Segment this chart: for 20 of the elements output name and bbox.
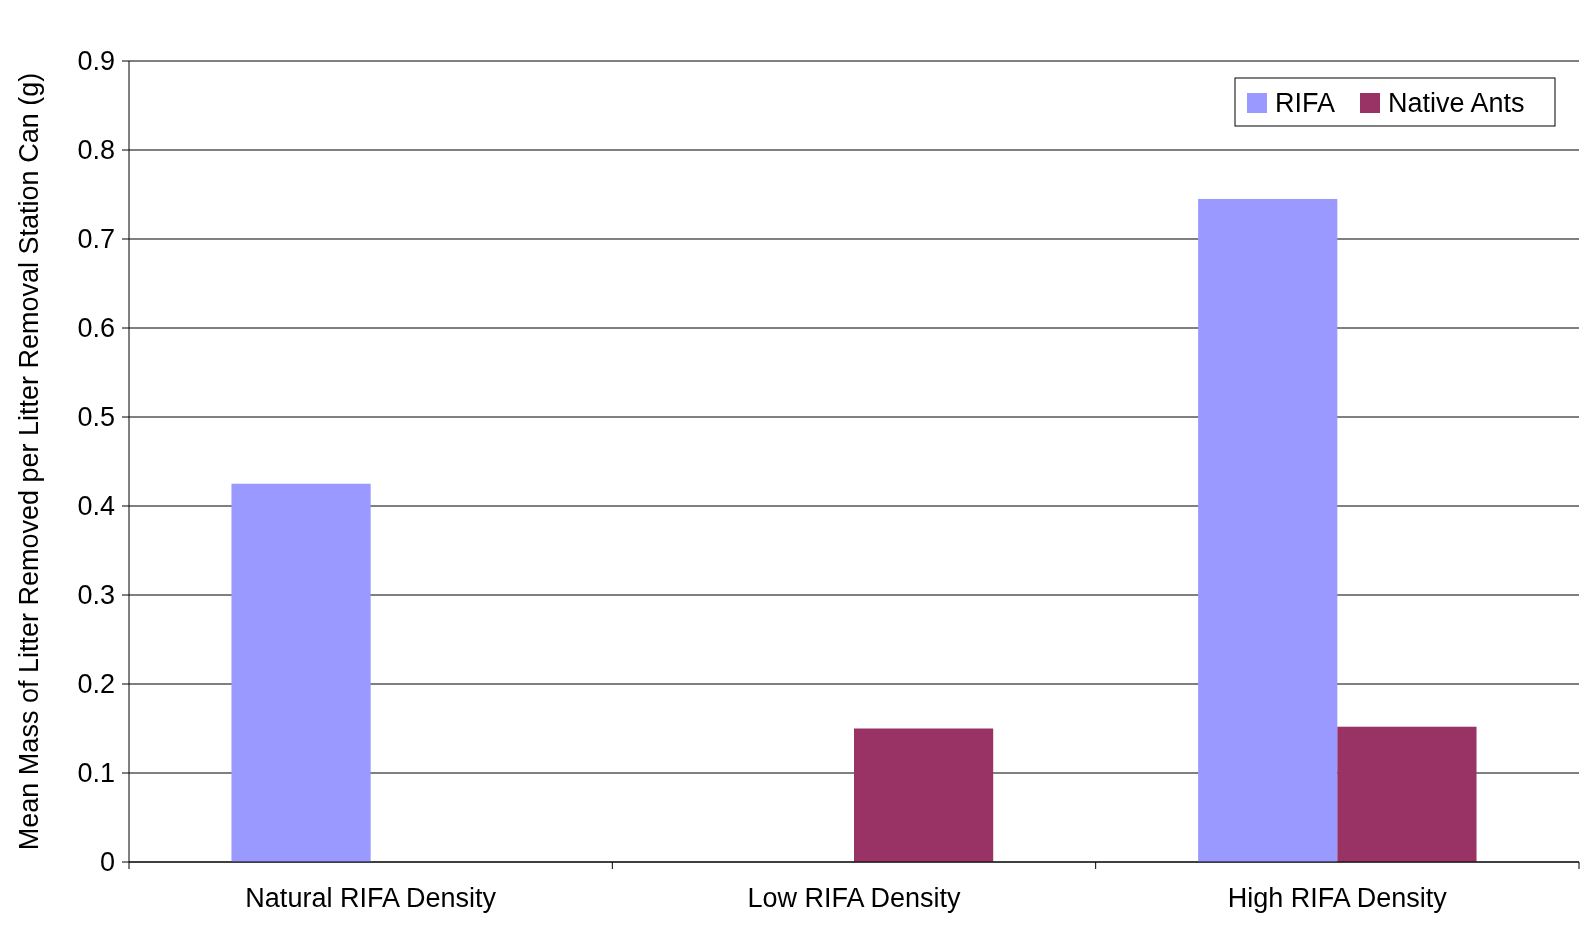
bar	[231, 483, 371, 862]
y-tick-label: 0.1	[77, 758, 115, 789]
y-tick-label: 0.9	[77, 46, 115, 77]
y-tick-label: 0.2	[77, 669, 115, 700]
bar	[1337, 726, 1477, 862]
bar	[1198, 198, 1338, 862]
legend-label: Native Ants	[1388, 88, 1525, 119]
y-tick-label: 0.3	[77, 580, 115, 611]
y-tick-label: 0.8	[77, 135, 115, 166]
x-tick-label: Natural RIFA Density	[245, 883, 497, 913]
y-tick-label: 0.5	[77, 402, 115, 433]
y-tick-label: 0	[99, 847, 115, 878]
x-tick-label: Low RIFA Density	[747, 883, 962, 913]
legend-label: RIFA	[1275, 88, 1336, 119]
y-tick-label: 0.7	[77, 224, 115, 255]
x-tick-label: High RIFA Density	[1227, 883, 1448, 913]
y-tick-label: 0.6	[77, 313, 115, 344]
y-tick-label: 0.4	[77, 491, 115, 522]
y-axis-title: Mean Mass of Litter Removed per Litter Removal Station Can (g)	[14, 72, 44, 851]
bar	[854, 728, 994, 862]
